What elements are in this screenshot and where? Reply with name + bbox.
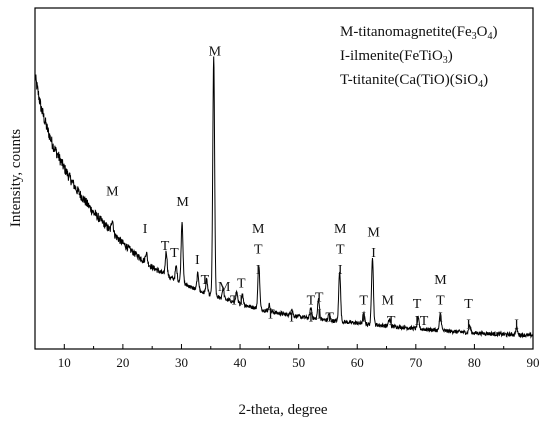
peak-label: I xyxy=(195,253,200,268)
x-tick-label: 10 xyxy=(58,355,71,370)
peak-label: T xyxy=(336,243,345,258)
x-tick-label: 90 xyxy=(527,355,540,370)
peak-label: M xyxy=(252,222,265,237)
peak-label: T xyxy=(237,277,246,292)
peak-label: M xyxy=(176,195,189,210)
peak-label: I xyxy=(317,307,322,322)
plot-frame xyxy=(34,7,534,350)
legend-entry-titanomagnetite: M-titanomagnetite(Fe3O4) xyxy=(340,24,498,42)
peak-label: M xyxy=(367,225,380,240)
peak-label: I xyxy=(143,222,148,237)
x-tick-label: 80 xyxy=(468,355,481,370)
peak-label: T xyxy=(230,294,239,309)
peak-label: T xyxy=(325,311,334,326)
x-tick-label: 50 xyxy=(292,355,305,370)
peak-label: T xyxy=(161,239,170,254)
diffraction-trace xyxy=(34,56,534,339)
peak-label: I xyxy=(289,311,294,326)
peak-label: T xyxy=(315,290,324,305)
peak-label: M xyxy=(434,273,447,288)
peak-label: I xyxy=(514,318,519,333)
peak-label: T xyxy=(266,307,275,322)
x-tick-label: 40 xyxy=(234,355,247,370)
peak-label: M xyxy=(106,185,119,200)
x-tick-label: 70 xyxy=(409,355,422,370)
peak-label: T xyxy=(201,273,210,288)
peak-label: I xyxy=(361,311,366,326)
x-tick-label: 20 xyxy=(116,355,129,370)
peak-label: T xyxy=(387,314,396,329)
x-tick-label: 60 xyxy=(351,355,364,370)
peak-label: T xyxy=(307,294,316,309)
peak-label: T xyxy=(420,314,429,329)
peak-label: T xyxy=(464,297,473,312)
peak-label: I xyxy=(438,311,443,326)
peak-label: M xyxy=(218,280,231,295)
peak-label: M xyxy=(381,294,394,309)
x-axis-ticks xyxy=(34,344,534,349)
peak-label: I xyxy=(338,263,343,278)
y-axis-title: Intensity, counts xyxy=(8,129,24,227)
legend-entry-titanite: T-titanite(Ca(TiO)(SiO4) xyxy=(340,72,489,90)
x-tick-label: 30 xyxy=(175,355,188,370)
peak-label: I xyxy=(371,246,376,261)
peak-label: I xyxy=(415,314,420,329)
peak-label: M xyxy=(334,222,347,237)
peak-label: I xyxy=(239,294,244,309)
peak-label: I xyxy=(466,318,471,333)
peak-label: T xyxy=(359,294,368,309)
peak-label: I xyxy=(309,311,314,326)
peak-label: T xyxy=(413,297,422,312)
peak-label: M xyxy=(209,45,222,60)
peak-label: T xyxy=(170,246,179,261)
peak-label: I xyxy=(256,263,261,278)
x-axis-title: 2-theta, degree xyxy=(238,402,327,418)
peak-label: T xyxy=(436,294,445,309)
x-axis-tick-labels: 10 20 30 40 50 60 70 80 90 xyxy=(58,355,540,370)
legend-entry-ilmenite: I-ilmenite(FeTiO3) xyxy=(340,48,453,66)
peak-label: T xyxy=(254,243,263,258)
